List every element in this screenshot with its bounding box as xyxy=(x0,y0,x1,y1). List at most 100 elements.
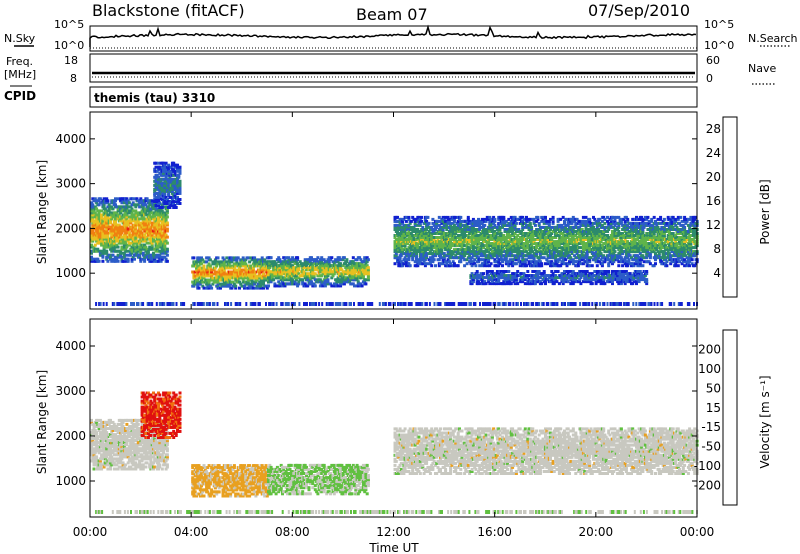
power-cell xyxy=(155,253,159,257)
power-cell xyxy=(267,276,270,280)
power-cell xyxy=(466,250,470,254)
power-cell xyxy=(106,255,110,259)
power-cell xyxy=(571,258,575,262)
power-cell xyxy=(213,270,217,274)
power-cell xyxy=(504,219,508,223)
power-cell xyxy=(521,252,525,256)
power-cell xyxy=(363,264,367,268)
power-cell xyxy=(427,230,431,233)
power-cell xyxy=(278,268,282,272)
power-cell xyxy=(393,217,397,221)
power-cell xyxy=(198,260,202,264)
power-cell xyxy=(286,266,289,270)
power-cell xyxy=(167,200,171,203)
power-cell xyxy=(421,256,425,260)
power-cell xyxy=(334,270,338,274)
power-cell xyxy=(220,264,224,268)
power-cell xyxy=(106,233,110,237)
power-cell xyxy=(431,256,435,260)
power-cell xyxy=(107,253,111,257)
power-cell xyxy=(549,254,552,258)
power-cell xyxy=(136,235,140,239)
power-cell xyxy=(106,235,110,239)
power-cell xyxy=(126,199,130,203)
power-cell xyxy=(525,217,528,221)
power-cell xyxy=(464,252,468,256)
power-cell xyxy=(528,223,532,227)
power-cell xyxy=(100,249,104,253)
power-cell xyxy=(131,201,135,205)
power-cell xyxy=(523,248,527,252)
power-cell xyxy=(513,219,517,223)
power-cell xyxy=(197,274,201,278)
power-cell xyxy=(431,217,435,221)
power-cell xyxy=(561,260,565,264)
power-cell xyxy=(516,250,520,254)
power-cell xyxy=(401,221,405,225)
power-cell xyxy=(565,264,569,268)
power-cell xyxy=(559,256,563,260)
power-cell xyxy=(234,264,238,268)
power-cell xyxy=(110,247,114,251)
power-cell xyxy=(106,215,110,219)
power-cell xyxy=(167,163,171,167)
power-cell xyxy=(418,240,422,244)
power-cell xyxy=(437,230,441,233)
power-cell xyxy=(403,256,407,260)
power-cell xyxy=(98,229,102,233)
power-cell xyxy=(557,223,561,227)
power-cell xyxy=(154,175,158,179)
power-cell xyxy=(243,268,246,272)
power-cell xyxy=(482,262,485,266)
power-cell xyxy=(222,258,226,262)
power-cell xyxy=(124,241,128,245)
power-cell xyxy=(143,233,147,237)
power-cell xyxy=(441,230,445,233)
power-cell xyxy=(528,221,532,225)
power-cell xyxy=(176,169,179,173)
power-cell xyxy=(262,282,265,286)
power-cell xyxy=(574,223,578,227)
power-cell xyxy=(437,250,441,254)
power-cell xyxy=(125,245,129,249)
power-cell xyxy=(459,215,463,219)
power-cell xyxy=(238,262,241,266)
power-cell xyxy=(493,258,497,262)
power-cell xyxy=(106,201,110,205)
power-cell xyxy=(520,246,523,250)
power-cell xyxy=(164,195,168,199)
power-cell xyxy=(551,230,555,233)
power-cell xyxy=(131,209,135,213)
power-cell xyxy=(437,240,441,244)
power-cell xyxy=(474,238,478,241)
power-cell xyxy=(454,232,458,235)
power-cell xyxy=(133,215,136,219)
power-cell xyxy=(105,229,109,233)
power-cell xyxy=(134,205,138,209)
power-cell xyxy=(446,232,450,235)
power-cell xyxy=(92,245,96,249)
power-cell xyxy=(434,264,437,268)
power-cell xyxy=(552,252,556,256)
power-cell xyxy=(216,262,220,266)
power-cell xyxy=(366,276,370,280)
power-cell xyxy=(154,200,158,203)
power-cell xyxy=(573,242,577,246)
power-cell xyxy=(532,240,536,244)
power-cell xyxy=(212,268,216,272)
power-cell xyxy=(520,240,523,244)
power-cell xyxy=(517,248,521,252)
power-cell xyxy=(417,258,421,262)
power-cell xyxy=(416,238,420,241)
power-cell xyxy=(97,209,101,213)
power-cell xyxy=(231,270,235,274)
power-cell xyxy=(564,254,568,258)
power-cell xyxy=(566,221,570,225)
power-cell xyxy=(230,260,234,264)
power-cell xyxy=(412,225,416,229)
power-cell xyxy=(428,246,432,250)
power-cell xyxy=(120,251,124,255)
power-cell xyxy=(316,256,320,260)
power-cell xyxy=(201,268,205,272)
power-cell xyxy=(336,284,340,288)
